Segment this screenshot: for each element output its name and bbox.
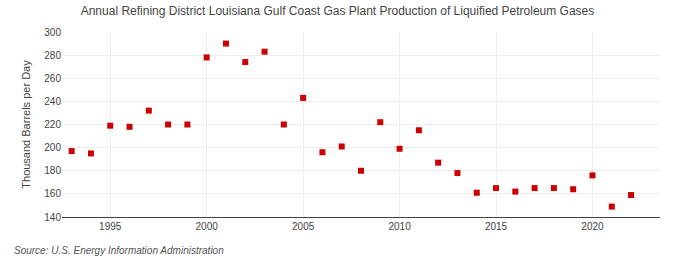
svg-text:Annual Refining District Louis: Annual Refining District Louisiana Gulf … [81, 4, 595, 18]
svg-text:1995: 1995 [99, 221, 122, 232]
svg-text:Thousand Barrels per Day: Thousand Barrels per Day [20, 60, 32, 189]
svg-text:140: 140 [44, 212, 61, 223]
svg-text:2000: 2000 [196, 221, 219, 232]
svg-text:220: 220 [44, 119, 61, 130]
svg-text:180: 180 [44, 165, 61, 176]
svg-text:280: 280 [44, 50, 61, 61]
svg-text:2005: 2005 [292, 221, 315, 232]
svg-text:2010: 2010 [388, 221, 411, 232]
svg-text:2015: 2015 [485, 221, 508, 232]
svg-text:300: 300 [44, 27, 61, 38]
svg-text:260: 260 [44, 73, 61, 84]
svg-text:240: 240 [44, 96, 61, 107]
svg-text:160: 160 [44, 188, 61, 199]
svg-text:Source: U.S. Energy Informatio: Source: U.S. Energy Information Administ… [14, 245, 224, 256]
svg-text:2020: 2020 [581, 221, 604, 232]
svg-text:200: 200 [44, 142, 61, 153]
